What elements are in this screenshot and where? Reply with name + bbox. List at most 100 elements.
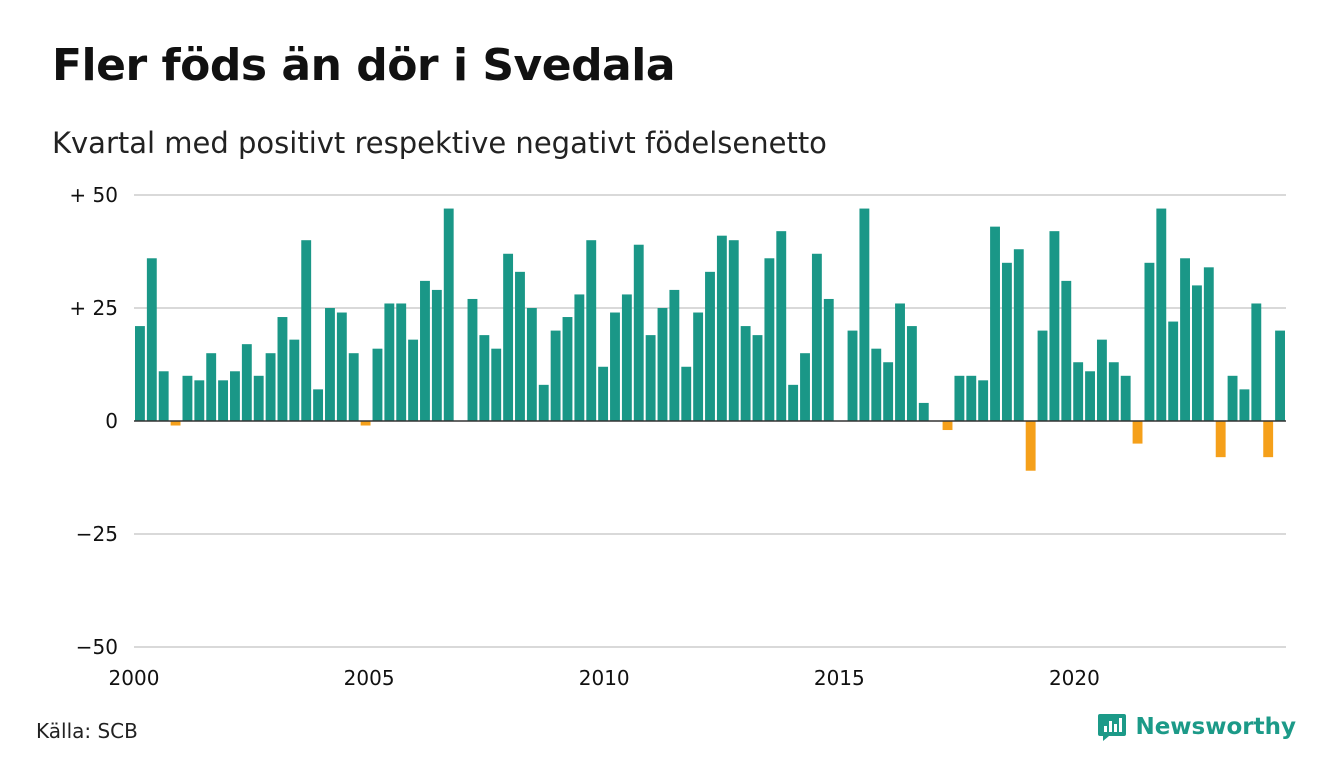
bar: 2023 K1: 10 xyxy=(1227,375,1238,421)
bar: 2009 K4: 12 xyxy=(598,366,609,421)
bar: 2016 K2: 21 xyxy=(906,326,917,421)
x-tick-label: 2010 xyxy=(579,666,630,690)
bar: 2007 K4: 37 xyxy=(503,253,514,421)
bar: 2006 K2: 29 xyxy=(431,289,442,421)
gridlines xyxy=(134,194,1286,648)
bar: 2009 K2: 28 xyxy=(574,294,585,421)
bar: 2023 K2: 7 xyxy=(1239,389,1250,421)
bar: 2001 K4: 9 xyxy=(218,380,229,421)
y-tick-label: −50 xyxy=(76,635,118,659)
chart-logo-icon xyxy=(1098,714,1127,741)
bar: 2015 K3: 16 xyxy=(871,348,882,421)
x-tick-label: 2000 xyxy=(109,666,160,690)
brand-name: Newsworthy xyxy=(1135,714,1296,740)
bar: 2023 K4: -8 xyxy=(1263,421,1274,458)
bar: 2007 K1: 27 xyxy=(467,298,478,421)
y-tick-label: −25 xyxy=(76,522,118,546)
bar: 2004 K4: -1 xyxy=(360,421,371,426)
bar: 2012 K1: 33 xyxy=(705,271,715,421)
bar: 2005 K2: 26 xyxy=(384,303,395,421)
bar-chart: + 50 + 25 0 −25 −50 2000 K1: 212000 K2: 3620… xyxy=(69,183,1286,690)
y-tick-label: 0 xyxy=(105,409,118,433)
bar: 2018 K2: 35 xyxy=(1001,262,1012,421)
bar: 2003 K1: 23 xyxy=(277,317,288,421)
bar: 2018 K1: 43 xyxy=(990,226,1000,421)
bar: 2018 K4: -11 xyxy=(1025,421,1036,471)
bar: 2007 K3: 16 xyxy=(491,348,502,421)
brand-logo: Newsworthy xyxy=(1097,712,1296,742)
bar: 2007 K2: 19 xyxy=(479,335,490,421)
bar: 2021 K3: 47 xyxy=(1156,208,1167,421)
x-axis-labels: 2000 2005 2010 2015 2020 xyxy=(109,666,1100,690)
bar: 2009 K1: 23 xyxy=(562,317,573,421)
y-tick-label: + 25 xyxy=(69,296,118,320)
bar: 2010 K1: 24 xyxy=(610,312,620,421)
bar: 2024 K1: 20 xyxy=(1275,330,1285,421)
bar: 2008 K1: 33 xyxy=(515,271,525,421)
bar: 2011 K3: 12 xyxy=(681,366,692,421)
bar: 2017 K1: -2 xyxy=(942,421,953,431)
x-tick-label: 2005 xyxy=(344,666,395,690)
bar: 2009 K3: 40 xyxy=(586,240,597,421)
bar: 2012 K3: 40 xyxy=(728,240,739,421)
bar: 2004 K3: 15 xyxy=(348,353,359,421)
bar: 2005 K1: 16 xyxy=(372,348,383,421)
bar: 2010 K2: 28 xyxy=(621,294,632,421)
bar: 2021 K1: -5 xyxy=(1132,421,1143,444)
bar: 2001 K1: 10 xyxy=(182,375,193,421)
bar: 2012 K4: 21 xyxy=(740,326,751,421)
bar: 2002 K3: 10 xyxy=(253,375,264,421)
bar: 2015 K2: 47 xyxy=(859,208,870,421)
y-axis-labels: + 50 + 25 0 −25 −50 xyxy=(69,183,118,659)
x-tick-label: 2020 xyxy=(1049,666,1100,690)
bar: 2012 K2: 41 xyxy=(716,235,727,421)
bar: 2020 K4: 10 xyxy=(1120,375,1131,421)
bar: 2017 K4: 9 xyxy=(978,380,989,421)
bar: 2008 K4: 20 xyxy=(550,330,561,421)
bar: 2003 K4: 7 xyxy=(313,389,324,421)
bar: 2019 K2: 42 xyxy=(1049,231,1060,421)
y-tick-label: + 50 xyxy=(69,183,118,207)
bar: 2000 K1: 21 xyxy=(135,326,145,421)
bar: 2022 K4: -8 xyxy=(1215,421,1226,458)
chart-title: Fler föds än dör i Svedala xyxy=(52,40,676,91)
bar: 2010 K4: 19 xyxy=(645,335,656,421)
bar: 2002 K4: 15 xyxy=(265,353,276,421)
bar: 2003 K3: 40 xyxy=(301,240,312,421)
x-tick-label: 2015 xyxy=(814,666,865,690)
bar: 2013 K3: 42 xyxy=(776,231,787,421)
bars: 2000 K1: 212000 K2: 362000 K3: 112000 K4… xyxy=(135,208,1285,471)
bar: 2019 K3: 31 xyxy=(1061,280,1072,421)
bar: 2002 K2: 17 xyxy=(241,344,252,421)
bar: 2018 K3: 38 xyxy=(1013,249,1024,421)
bar: 2006 K1: 31 xyxy=(420,280,430,421)
bar: 2008 K3: 8 xyxy=(538,384,549,421)
bar: 2021 K4: 22 xyxy=(1168,321,1179,421)
bar: 2016 K1: 26 xyxy=(895,303,905,421)
bar: 2015 K4: 13 xyxy=(883,362,894,421)
bar: 2020 K3: 13 xyxy=(1108,362,1119,421)
bar: 2002 K1: 11 xyxy=(230,371,240,421)
bar: 2011 K2: 29 xyxy=(669,289,680,421)
bar: 2010 K3: 39 xyxy=(633,244,644,421)
bar: 2006 K3: 47 xyxy=(443,208,454,421)
bar: 2005 K3: 26 xyxy=(396,303,407,421)
bar: 2014 K3: 27 xyxy=(823,298,834,421)
bar: 2011 K1: 25 xyxy=(657,308,668,421)
bar: 2015 K1: 20 xyxy=(847,330,858,421)
bar: 2001 K3: 15 xyxy=(206,353,217,421)
bar: 2017 K2: 10 xyxy=(954,375,965,421)
bar: 2001 K2: 9 xyxy=(194,380,205,421)
bar: 2000 K3: 11 xyxy=(158,371,169,421)
bar: 2011 K4: 24 xyxy=(693,312,704,421)
bar: 2000 K4: -1 xyxy=(170,421,181,426)
bar: 2013 K1: 19 xyxy=(752,335,763,421)
bar: 2019 K1: 20 xyxy=(1037,330,1048,421)
bar: 2004 K2: 24 xyxy=(336,312,347,421)
source-note: Källa: SCB xyxy=(36,719,138,743)
bar: 2019 K4: 13 xyxy=(1073,362,1084,421)
bar: 2003 K2: 18 xyxy=(289,339,300,421)
bar: 2014 K1: 15 xyxy=(800,353,810,421)
bar: 2017 K3: 10 xyxy=(966,375,977,421)
bar: 2005 K4: 18 xyxy=(408,339,419,421)
